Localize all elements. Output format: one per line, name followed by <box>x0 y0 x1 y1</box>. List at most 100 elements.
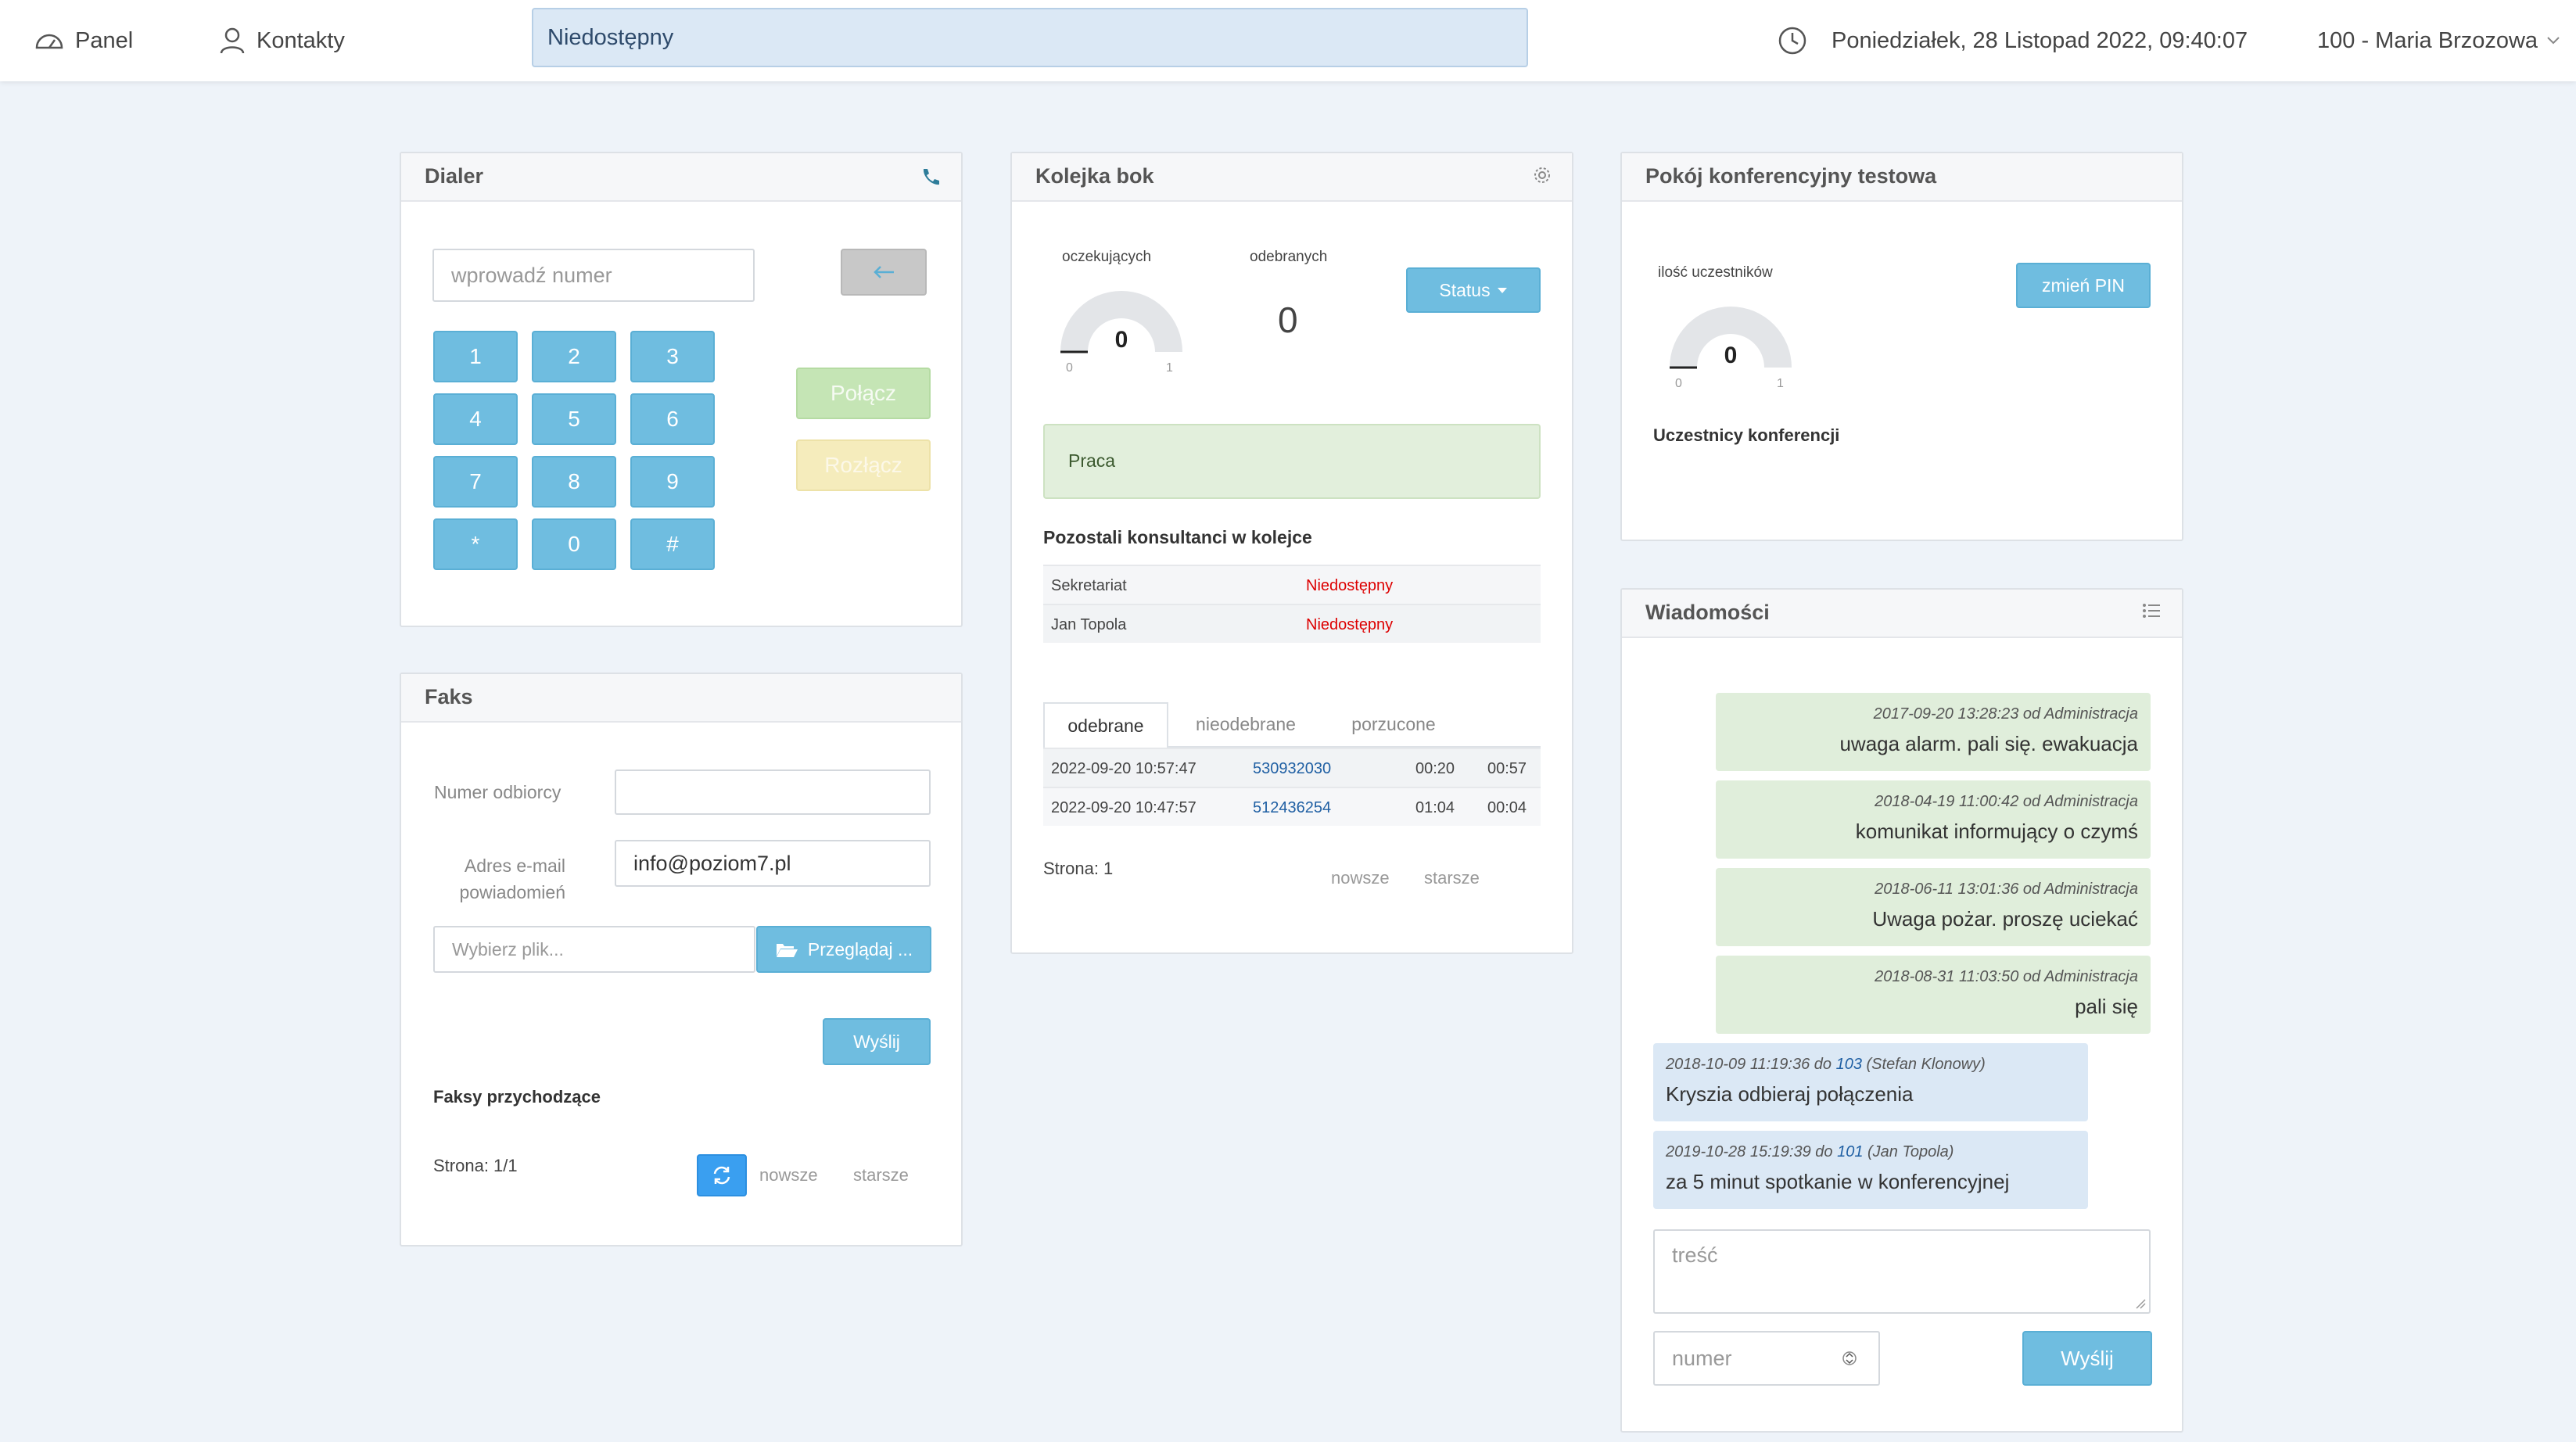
dial-key-0[interactable]: 0 <box>532 518 616 570</box>
message-content-input[interactable]: treść <box>1653 1229 2151 1314</box>
browse-label: Przeglądaj ... <box>807 938 913 960</box>
dial-key-star[interactable]: * <box>433 518 518 570</box>
table-row: 2022-09-20 10:47:57 512436254 01:04 00:0… <box>1043 787 1541 826</box>
message-send-button[interactable]: Wyślij <box>2022 1331 2152 1386</box>
waiting-value: 0 <box>1114 327 1128 353</box>
status-dropdown-button[interactable]: Status <box>1406 267 1541 313</box>
conference-panel: Pokój konferencyjny testowa ilość uczest… <box>1620 152 2183 541</box>
tabs-divider <box>1043 746 1541 748</box>
call-number-link[interactable]: 512436254 <box>1253 799 1332 816</box>
messages-title: Wiadomości <box>1645 601 1770 624</box>
queue-header: Kolejka bok <box>1012 153 1572 202</box>
tab-answered[interactable]: odebrane <box>1043 702 1168 748</box>
user-menu[interactable]: 100 - Maria Brzozowa <box>2317 0 2572 81</box>
participants-count-label: ilość uczestników <box>1658 264 1773 281</box>
dashboard-icon <box>35 34 63 49</box>
email-input[interactable]: info@poziom7.pl <box>615 840 931 887</box>
change-pin-button[interactable]: zmień PIN <box>2016 263 2151 308</box>
connect-button[interactable]: Połącz <box>796 368 931 419</box>
waiting-label: oczekujących <box>1062 249 1152 265</box>
message-meta: 2018-06-11 13:01:36 od Administracja <box>1875 881 2138 898</box>
list-icon[interactable] <box>2141 602 2162 619</box>
dial-key-hash[interactable]: # <box>630 518 715 570</box>
gear-icon[interactable] <box>1533 166 1552 185</box>
fax-send-button[interactable]: Wyślij <box>823 1018 931 1065</box>
status-button-label: Status <box>1439 279 1491 300</box>
dial-key-1[interactable]: 1 <box>433 331 518 382</box>
call-datetime: 2022-09-20 10:47:57 <box>1051 799 1197 816</box>
message-text: Uwaga pożar. proszę uciekać <box>1872 907 2138 931</box>
message-item[interactable]: 2017-09-20 13:28:23 od Administracja uwa… <box>1716 693 2151 771</box>
email-label-line1: Adres e-mail <box>464 856 565 876</box>
sent-meta-prefix: 2018-10-09 11:19:36 do <box>1666 1056 1836 1073</box>
fax-header: Faks <box>401 674 961 723</box>
dialer-header: Dialer <box>401 153 961 202</box>
call-number-link[interactable]: 530932030 <box>1253 760 1332 777</box>
chevron-down-icon <box>2547 37 2560 45</box>
dial-key-3[interactable]: 3 <box>630 331 715 382</box>
datetime-text: Poniedziałek, 28 Listopad 2022, 09:40:07 <box>1832 27 2248 53</box>
incoming-fax-title: Faksy przychodzące <box>433 1087 601 1107</box>
sent-meta-suffix: (Jan Topola) <box>1863 1143 1954 1160</box>
file-input[interactable]: Wybierz plik... <box>433 926 755 973</box>
message-item[interactable]: 2018-06-11 13:01:36 od Administracja Uwa… <box>1716 868 2151 946</box>
fax-older-link[interactable]: starsze <box>853 1165 909 1185</box>
answered-value: 0 <box>1278 300 1298 340</box>
message-text: uwaga alarm. pali się. ewakuacja <box>1839 732 2138 755</box>
queue-page-indicator: Strona: 1 <box>1043 859 1114 878</box>
tab-missed[interactable]: nieodebrane <box>1196 713 1296 734</box>
dialer-number-input[interactable]: wprowadź numer <box>432 249 755 302</box>
consultant-row: Sekretariat Niedostępny <box>1043 565 1541 604</box>
dial-key-5[interactable]: 5 <box>532 393 616 445</box>
backspace-button[interactable] <box>841 249 927 296</box>
dial-key-7[interactable]: 7 <box>433 456 518 508</box>
participants-value: 0 <box>1724 343 1738 368</box>
consultant-status: Niedostępny <box>1306 577 1394 594</box>
message-meta: 2018-04-19 11:00:42 od Administracja <box>1875 793 2138 810</box>
queue-older-link[interactable]: starsze <box>1424 868 1480 888</box>
queue-newer-link[interactable]: nowsze <box>1331 868 1390 888</box>
participants-gauge: 0 <box>1664 307 1797 377</box>
answered-label: odebranych <box>1250 249 1328 265</box>
dial-key-6[interactable]: 6 <box>630 393 715 445</box>
waiting-gauge: 0 <box>1055 291 1188 361</box>
dial-key-9[interactable]: 9 <box>630 456 715 508</box>
consultant-status: Niedostępny <box>1306 616 1394 633</box>
phone-icon[interactable] <box>919 166 941 188</box>
sent-message-item[interactable]: 2019-10-28 15:19:39 do 101 (Jan Topola) … <box>1653 1131 2088 1209</box>
message-meta: 2018-08-31 11:03:50 od Administracja <box>1875 968 2138 985</box>
sent-ext-link[interactable]: 103 <box>1835 1056 1862 1073</box>
browse-button[interactable]: Przeglądaj ... <box>756 926 931 973</box>
participants-gauge-max: 1 <box>1777 377 1784 390</box>
fax-newer-link[interactable]: nowsze <box>759 1165 818 1185</box>
messages-panel: Wiadomości 2017-09-20 13:28:23 od Admini… <box>1620 588 2183 1433</box>
user-name: 100 - Maria Brzozowa <box>2317 27 2538 53</box>
dial-key-2[interactable]: 2 <box>532 331 616 382</box>
tab-abandoned[interactable]: porzucone <box>1351 713 1436 734</box>
work-status-box: Praca <box>1043 424 1541 499</box>
refresh-icon <box>713 1166 730 1185</box>
folder-open-icon <box>776 944 798 957</box>
message-number-placeholder: numer <box>1672 1346 1732 1370</box>
status-bar[interactable]: Niedostępny <box>532 8 1528 67</box>
resize-handle-icon[interactable] <box>2135 1298 2146 1309</box>
dialer-panel: Dialer wprowadź numer 1 2 3 4 5 6 7 8 9 … <box>400 152 963 627</box>
refresh-button[interactable] <box>697 1154 747 1196</box>
sent-ext-link[interactable]: 101 <box>1837 1143 1864 1160</box>
dial-key-4[interactable]: 4 <box>433 393 518 445</box>
sent-message-text: za 5 minut spotkanie w konferencyjnej <box>1666 1170 2010 1193</box>
message-item[interactable]: 2018-04-19 11:00:42 od Administracja kom… <box>1716 780 2151 859</box>
consultant-row: Jan Topola Niedostępny <box>1043 604 1541 643</box>
nav-panel[interactable]: Panel <box>34 0 133 81</box>
message-item[interactable]: 2018-08-31 11:03:50 od Administracja pal… <box>1716 956 2151 1034</box>
email-label-line2: powiadomień <box>459 882 565 902</box>
disconnect-button[interactable]: Rozłącz <box>796 439 931 491</box>
message-number-input[interactable]: numer <box>1653 1331 1880 1386</box>
recipient-input[interactable] <box>615 769 931 815</box>
consultant-name: Jan Topola <box>1051 616 1127 633</box>
nav-contacts[interactable]: Kontakty <box>219 0 345 81</box>
dial-key-8[interactable]: 8 <box>532 456 616 508</box>
participants-title: Uczestnicy konferencji <box>1653 425 1840 445</box>
stepper-icon[interactable] <box>1842 1347 1857 1370</box>
sent-message-item[interactable]: 2018-10-09 11:19:36 do 103 (Stefan Klono… <box>1653 1043 2088 1121</box>
